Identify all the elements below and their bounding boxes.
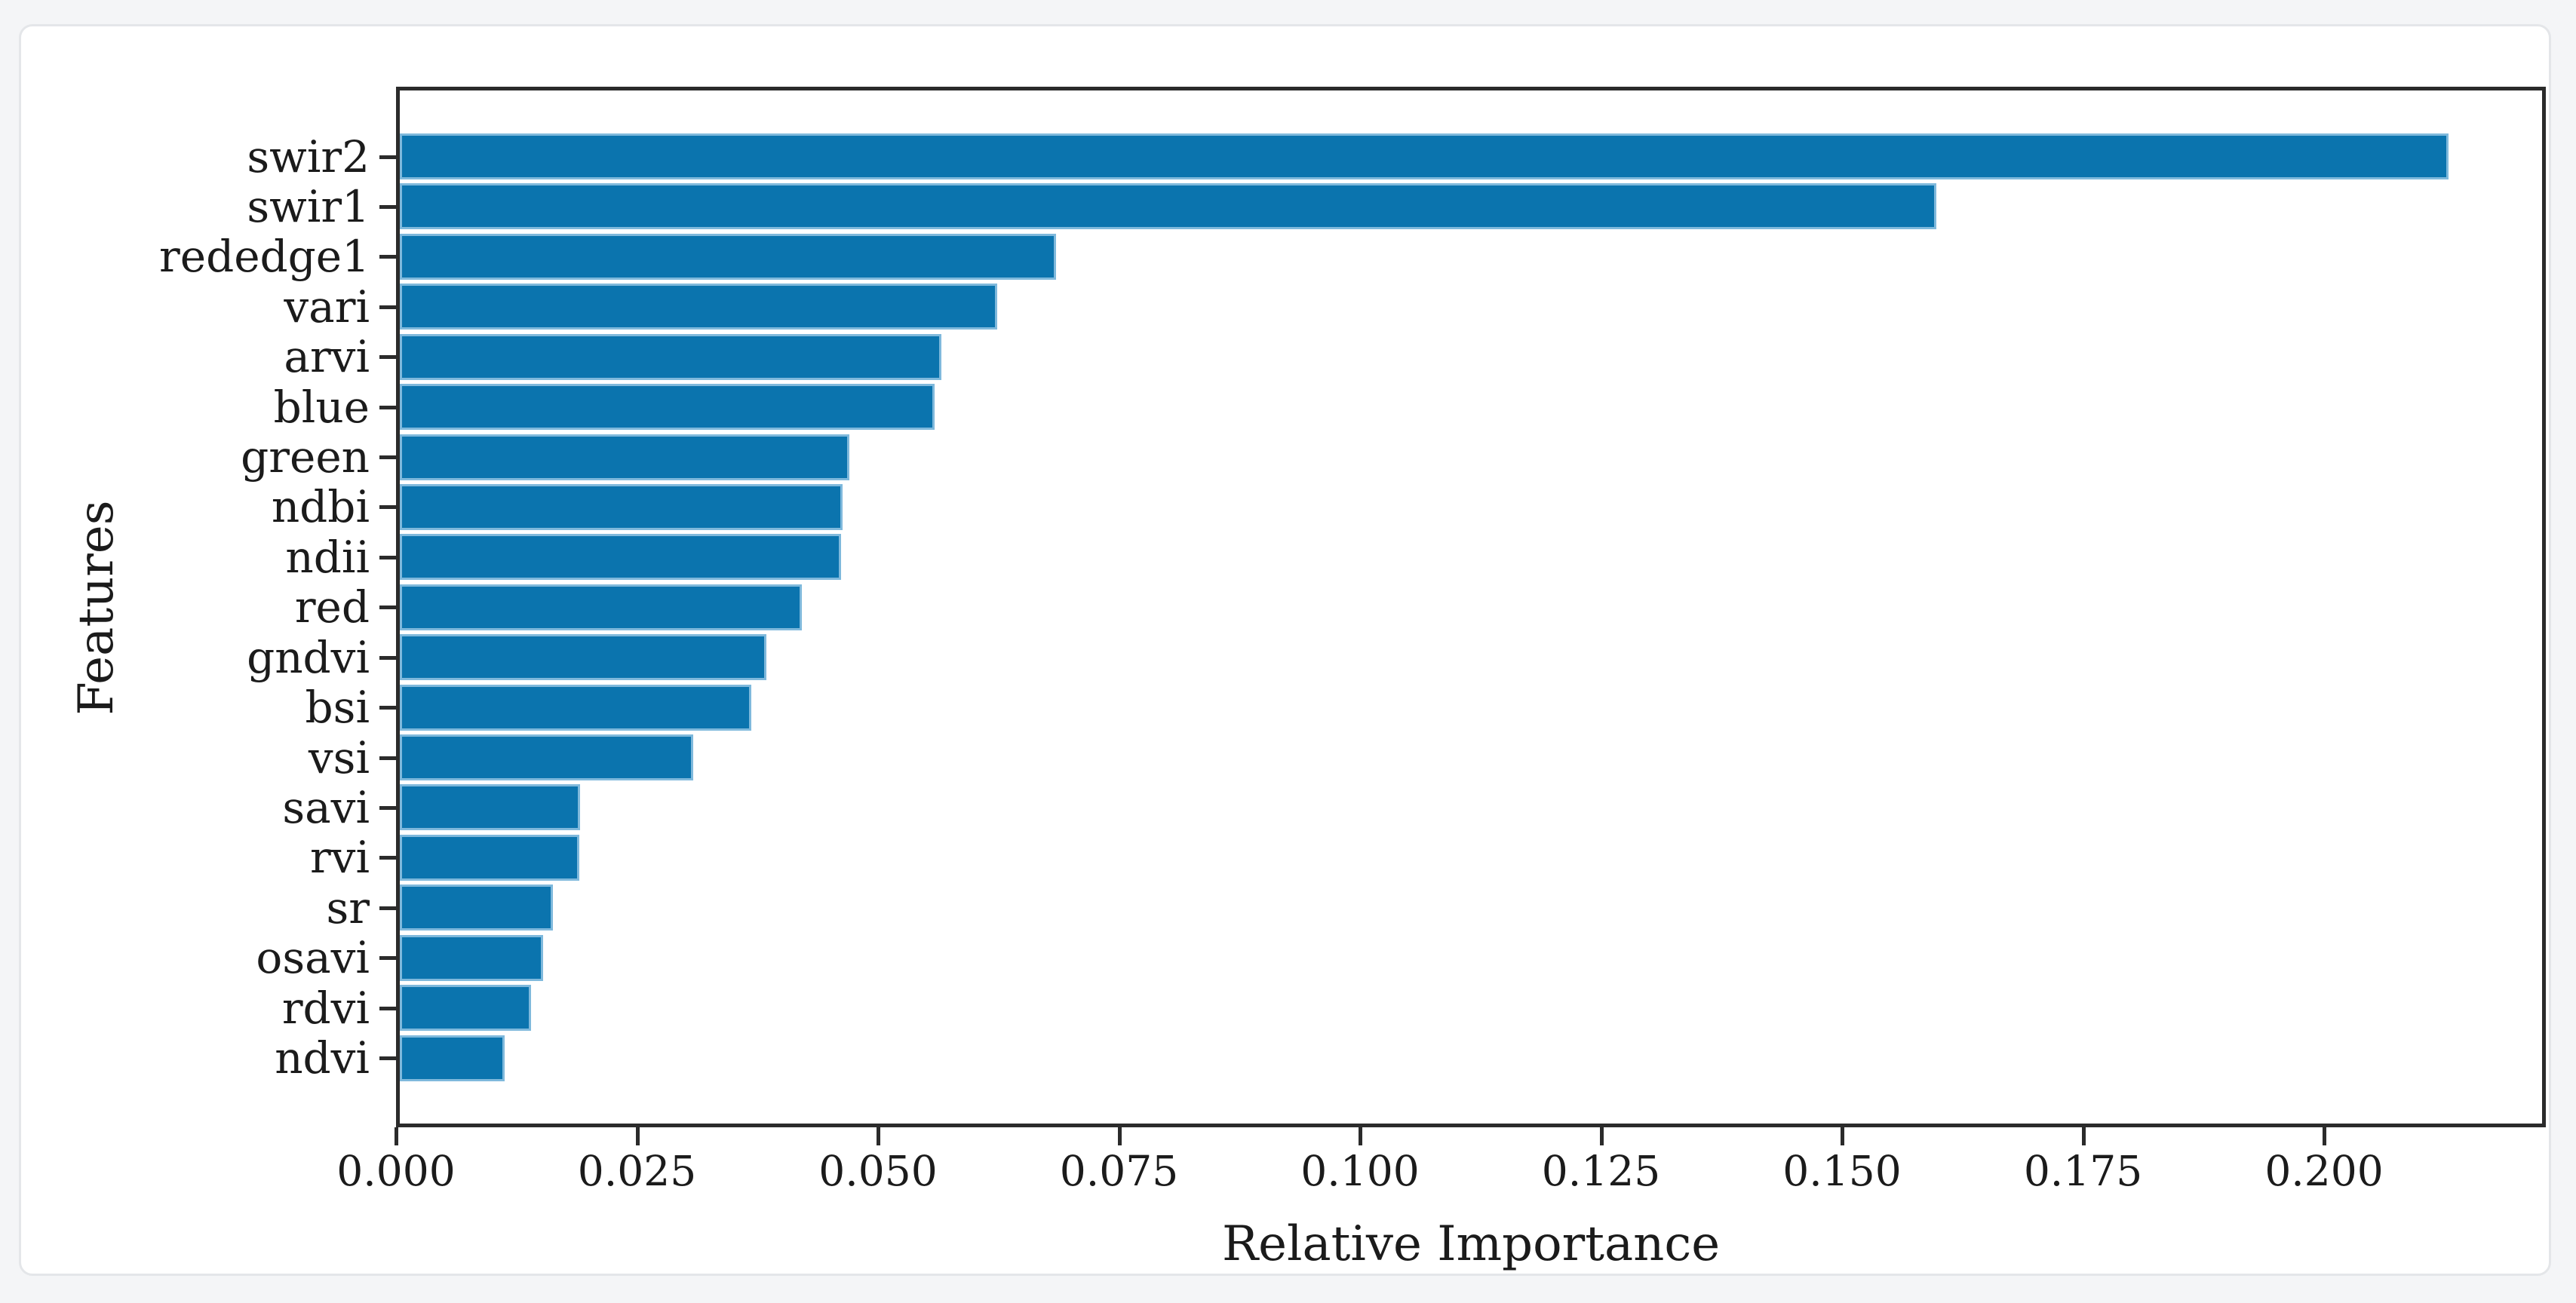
y-tick-label-bsi: bsi: [305, 682, 370, 734]
bar-ndvi: [400, 1035, 505, 1081]
x-tick-0.175: [2081, 1127, 2086, 1145]
bar-rdvi: [400, 985, 531, 1032]
x-tick-label-0.025: 0.025: [577, 1147, 697, 1195]
y-tick-label-rededge1: rededge1: [159, 231, 370, 283]
bar-blue: [400, 384, 935, 431]
y-tick-swir2: [379, 155, 398, 159]
x-tick-label-0.050: 0.050: [818, 1147, 938, 1195]
bar-swir1: [400, 183, 1936, 230]
y-tick-bsi: [379, 706, 398, 710]
x-tick-label-0.000: 0.000: [336, 1147, 456, 1195]
bar-vsi: [400, 734, 693, 781]
bar-arvi: [400, 333, 941, 380]
y-tick-label-savi: savi: [282, 781, 370, 833]
x-axis-title: Relative Importance: [1221, 1216, 1721, 1272]
y-tick-label-vari: vari: [284, 281, 370, 333]
x-tick-0.100: [1359, 1127, 1363, 1145]
bar-savi: [400, 784, 580, 831]
x-tick-label-0.125: 0.125: [1541, 1147, 1661, 1195]
y-tick-label-rvi: rvi: [309, 832, 370, 884]
y-tick-sr: [379, 906, 398, 910]
bar-rvi: [400, 834, 579, 881]
y-tick-label-gndvi: gndvi: [247, 631, 370, 683]
bar-rededge1: [400, 233, 1056, 280]
y-tick-gndvi: [379, 655, 398, 660]
y-tick-label-sr: sr: [326, 881, 370, 934]
bar-ndii: [400, 534, 841, 581]
x-tick-0.150: [1841, 1127, 1845, 1145]
bar-vari: [400, 284, 997, 330]
y-tick-label-swir1: swir1: [247, 180, 370, 232]
x-tick-label-0.150: 0.150: [1782, 1147, 1902, 1195]
y-tick-label-vsi: vsi: [308, 731, 370, 783]
y-tick-label-ndii: ndii: [285, 531, 370, 583]
y-tick-rvi: [379, 856, 398, 860]
y-tick-ndbi: [379, 505, 398, 510]
x-tick-0.000: [395, 1127, 398, 1145]
y-tick-label-rdvi: rdvi: [281, 982, 370, 1034]
y-tick-label-swir2: swir2: [247, 130, 370, 182]
bar-red: [400, 584, 802, 630]
x-tick-0.025: [635, 1127, 640, 1145]
y-tick-label-green: green: [241, 431, 370, 483]
y-tick-savi: [379, 805, 398, 810]
bar-ndbi: [400, 483, 843, 530]
y-tick-label-ndvi: ndvi: [275, 1032, 370, 1084]
y-tick-label-ndbi: ndbi: [271, 481, 370, 533]
bar-gndvi: [400, 634, 766, 681]
x-tick-label-0.100: 0.100: [1300, 1147, 1420, 1195]
y-tick-blue: [379, 405, 398, 409]
y-tick-green: [379, 455, 398, 460]
y-tick-vsi: [379, 756, 398, 760]
x-tick-0.075: [1117, 1127, 1122, 1145]
y-tick-osavi: [379, 956, 398, 961]
y-tick-label-blue: blue: [273, 381, 370, 433]
y-tick-label-osavi: osavi: [256, 932, 370, 984]
y-tick-label-red: red: [294, 581, 370, 633]
y-tick-vari: [379, 305, 398, 309]
y-tick-arvi: [379, 355, 398, 360]
y-tick-ndii: [379, 555, 398, 560]
y-tick-rdvi: [379, 1006, 398, 1010]
y-tick-rededge1: [379, 255, 398, 259]
x-tick-0.125: [1599, 1127, 1604, 1145]
y-tick-ndvi: [379, 1056, 398, 1061]
y-tick-label-arvi: arvi: [284, 331, 370, 383]
x-tick-label-0.175: 0.175: [2023, 1147, 2143, 1195]
x-tick-0.200: [2323, 1127, 2327, 1145]
x-tick-0.050: [877, 1127, 880, 1145]
bar-osavi: [400, 934, 543, 981]
y-axis-title: Features: [69, 500, 124, 716]
bar-sr: [400, 885, 553, 931]
x-tick-label-0.200: 0.200: [2264, 1147, 2384, 1195]
bar-swir2: [400, 133, 2449, 179]
y-tick-red: [379, 606, 398, 610]
x-tick-label-0.075: 0.075: [1059, 1147, 1179, 1195]
bar-green: [400, 434, 849, 480]
bar-bsi: [400, 684, 751, 731]
y-tick-swir1: [379, 204, 398, 209]
figure-card: swir2 swir1 rededge1 vari arvi blue green ndbi n…: [19, 24, 2551, 1276]
